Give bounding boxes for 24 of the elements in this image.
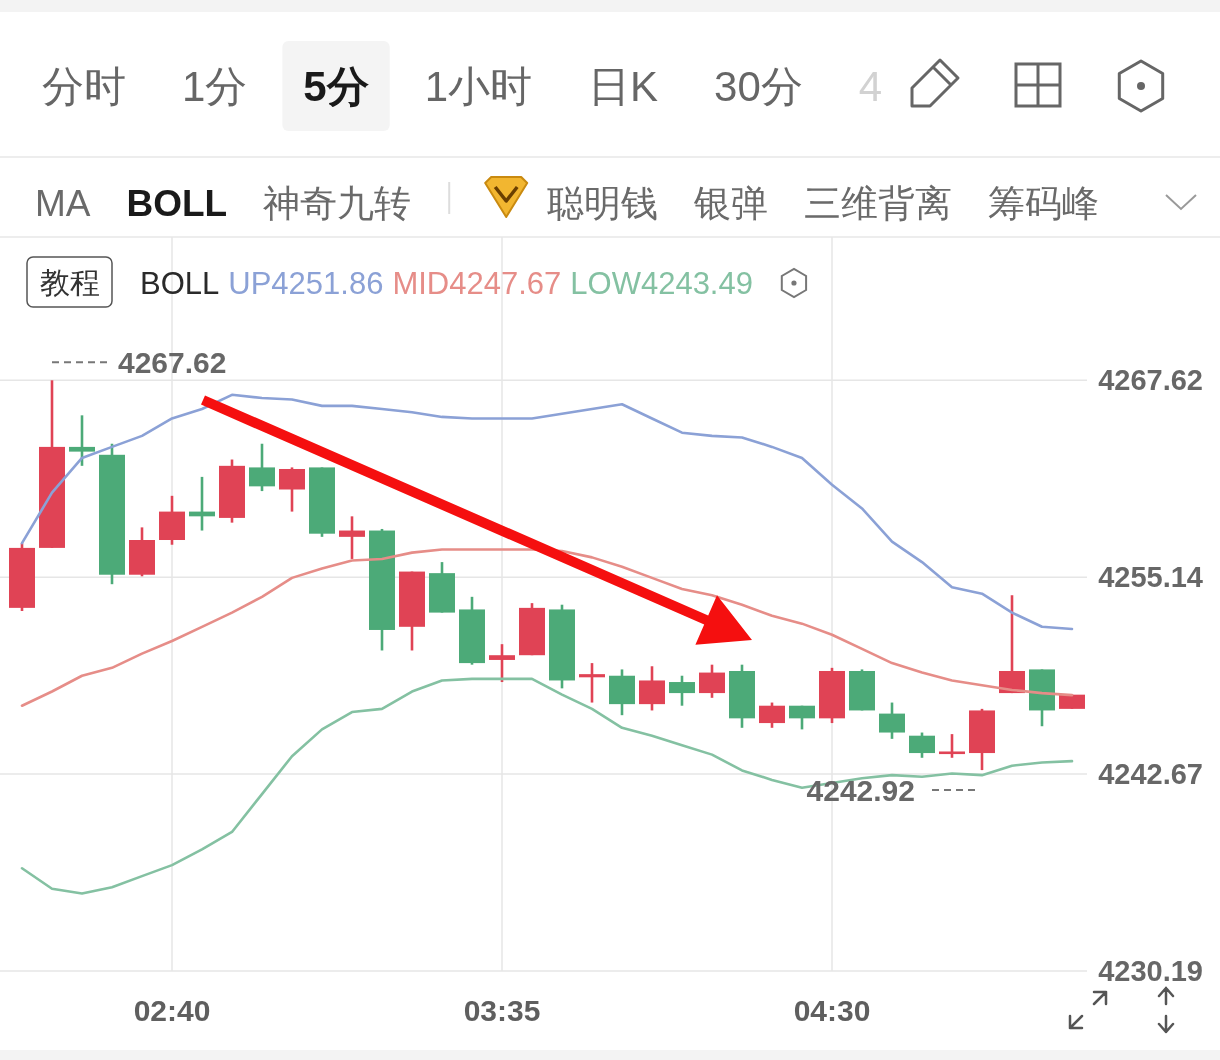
y-tick-label: 4267.62 [1098,364,1203,397]
legend: BOLL UP4251.86 MID4247.67 LOW4243.49 [140,265,753,301]
annotation: 4242.92 [806,773,915,807]
indicator-label: 三维背离 [804,182,953,224]
x-tick-label: 03:35 [463,993,541,1027]
button-label: 教程 [39,265,100,299]
x-tick-label: 04:30 [793,993,871,1027]
indicator-label: 筹码峰 [988,182,1100,224]
y-tick-label: 4230.19 [1098,955,1203,987]
tab-label: 30分 [714,62,803,110]
indicator-label: 聪明钱 [547,182,659,224]
annotation: 4267.62 [118,345,227,379]
x-tick-label: 02:40 [133,993,211,1027]
tab-label: 1小时 [424,62,533,110]
indicator-label: MA [35,182,91,224]
tab-label: 分时 [42,62,126,110]
y-tick-label: 4255.14 [1098,561,1203,594]
tab-label: 5分 [303,62,369,110]
y-tick-label: 4242.67 [1098,758,1203,791]
indicator-label: 神奇九转 [263,182,412,224]
tab-label: 1分 [182,62,248,110]
indicator-label: 银弹 [694,182,769,224]
indicator-label: BOLL [126,182,228,224]
tab-label: 日K [588,62,659,110]
